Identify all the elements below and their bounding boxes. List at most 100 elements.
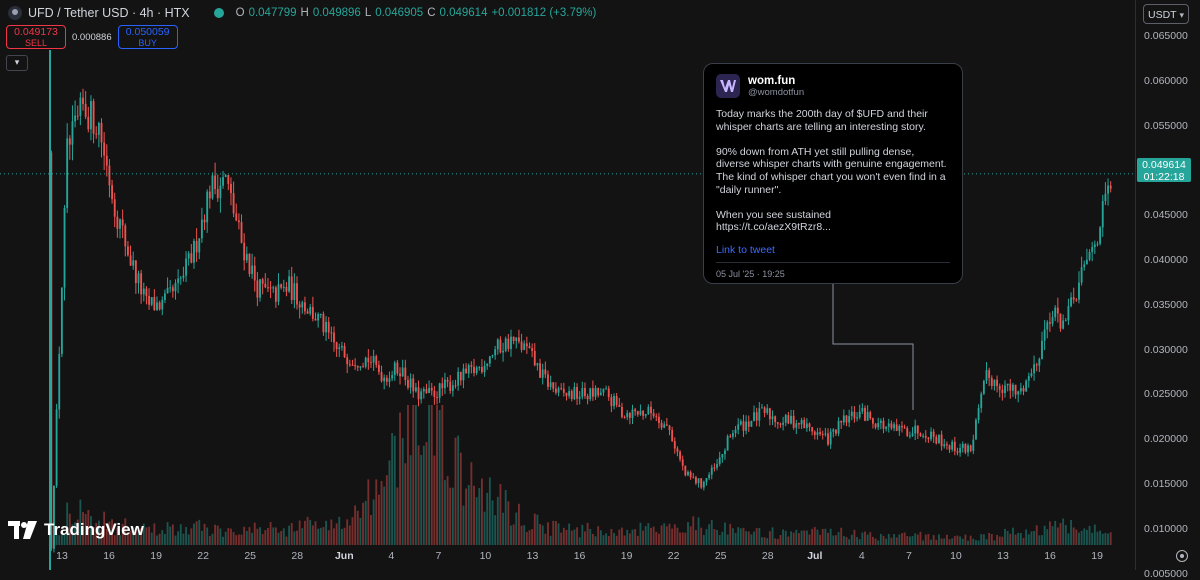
candle-body	[856, 417, 858, 419]
volume-bar	[1014, 534, 1017, 545]
symbol-title[interactable]: UFD / Tether USD · 4h · HTX	[28, 6, 190, 20]
candle-body	[1041, 340, 1043, 359]
volume-bar	[134, 527, 137, 545]
volume-bar	[510, 525, 512, 545]
volume-bar	[420, 454, 423, 545]
volume-bar	[338, 516, 341, 545]
settings-icon[interactable]	[1176, 550, 1188, 562]
bar-countdown: 01:22:18	[1143, 171, 1185, 183]
candle-body	[782, 422, 785, 425]
volume-bar	[1006, 530, 1009, 545]
time-axis-label: 4	[388, 550, 395, 562]
volume-bar	[111, 519, 114, 545]
candle-body	[766, 408, 769, 413]
volume-bar	[570, 530, 573, 545]
candle-body	[877, 422, 880, 428]
volume-bar	[351, 517, 354, 545]
volume-bar	[325, 520, 327, 545]
volume-bar	[237, 534, 240, 545]
candle-body	[507, 338, 510, 349]
candle-body	[311, 307, 314, 319]
tradingview-logo[interactable]: TradingView	[8, 520, 144, 540]
tweet-header: wom.fun @womdotfun	[716, 74, 950, 98]
candle-body	[811, 427, 814, 432]
candle-body	[713, 467, 716, 469]
currency-select[interactable]: USDT	[1143, 4, 1189, 25]
price-chart[interactable]	[0, 0, 1135, 570]
candle-body	[325, 321, 327, 333]
candle-body	[761, 407, 763, 409]
candle-body	[1014, 384, 1017, 395]
candle-body	[668, 425, 671, 431]
candle-body	[235, 213, 238, 221]
volume-bar	[364, 500, 367, 545]
candle-body	[364, 357, 367, 367]
candle-body	[930, 431, 932, 440]
candle-body	[945, 444, 948, 446]
price-axis-label: 0.025000	[1144, 388, 1188, 401]
chevron-down-icon[interactable]: ▾	[6, 55, 28, 71]
volume-bar	[1072, 527, 1075, 545]
volume-bar	[869, 532, 872, 545]
time-axis-label: 16	[103, 550, 115, 562]
volume-bar	[642, 530, 645, 545]
volume-bar	[512, 524, 515, 545]
candle-body	[451, 385, 454, 391]
time-axis-label: 13	[997, 550, 1009, 562]
candle-body	[1004, 385, 1006, 394]
volume-bar	[444, 480, 446, 545]
candle-body	[1035, 364, 1038, 366]
volume-bar	[533, 513, 536, 545]
volume-bar	[496, 496, 499, 545]
candle-body	[1048, 322, 1051, 324]
volume-bar	[441, 405, 444, 545]
candle-body	[113, 199, 116, 217]
volume-bar	[211, 533, 214, 545]
sell-button[interactable]: 0.049173 SELL	[6, 25, 66, 49]
volume-bar	[282, 528, 285, 545]
candle-body	[581, 388, 584, 397]
volume-bar	[459, 452, 462, 545]
candle-body	[1064, 320, 1067, 322]
candle-body	[214, 175, 217, 190]
volume-bar	[710, 519, 713, 545]
candle-body	[837, 420, 840, 434]
volume-bar	[317, 528, 320, 545]
candle-body	[317, 314, 320, 321]
volume-bar	[74, 522, 77, 545]
candle-body	[597, 388, 600, 396]
buy-button[interactable]: 0.050059 BUY	[117, 25, 178, 49]
volume-bar	[594, 536, 597, 545]
volume-bar	[92, 527, 95, 545]
volume-bar	[428, 405, 431, 545]
candle-body	[253, 265, 256, 281]
candle-body	[454, 385, 457, 387]
candle-body	[158, 302, 161, 310]
candle-body	[943, 444, 946, 447]
volume-bar	[798, 533, 800, 545]
candle-body	[795, 423, 798, 428]
volume-bar	[589, 528, 592, 545]
candle-body	[193, 240, 195, 263]
time-axis-label: 7	[905, 550, 912, 562]
volume-bar	[200, 530, 203, 545]
candle-body	[679, 451, 681, 460]
volume-bar	[938, 534, 940, 545]
price-axis[interactable]	[1135, 0, 1200, 570]
ohlc-values: O 0.047799 H 0.049896 L 0.046905 C 0.049614 …	[236, 7, 597, 19]
candle-body	[1054, 307, 1057, 318]
candle-body	[449, 381, 452, 391]
volume-bar	[1083, 528, 1086, 545]
open-value: 0.047799	[248, 7, 297, 19]
volume-bar	[835, 535, 837, 545]
candle-body	[565, 392, 568, 396]
chart-area[interactable]	[0, 0, 1135, 570]
volume-bar	[718, 535, 721, 545]
candle-body	[998, 386, 1001, 390]
volume-bar	[871, 536, 874, 545]
candle-body	[330, 332, 333, 334]
candle-body	[116, 216, 119, 229]
volume-bar	[766, 538, 769, 545]
tweet-link[interactable]: Link to tweet	[716, 243, 775, 256]
volume-bar	[520, 525, 523, 545]
